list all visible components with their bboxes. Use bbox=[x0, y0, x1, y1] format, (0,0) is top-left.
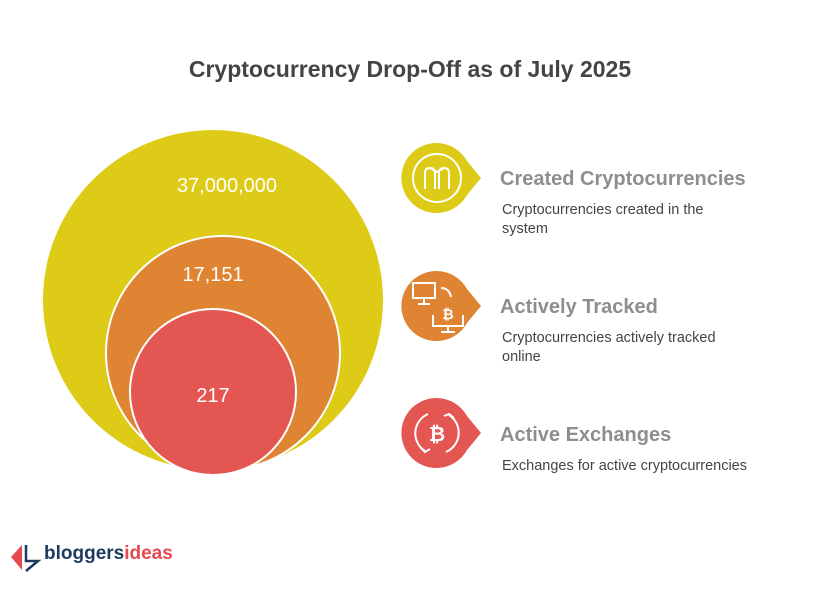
item-created: Created Cryptocurrencies Cryptocurrencie… bbox=[500, 168, 752, 239]
item-desc: Cryptocurrencies created in the system bbox=[502, 202, 704, 237]
bitcoin-exchange-icon: ₿ bbox=[401, 397, 481, 468]
logo-text-bloggers: bloggers bbox=[44, 543, 125, 564]
circle-exchanges bbox=[129, 308, 297, 476]
tracked-count: 17,151 bbox=[182, 264, 244, 286]
computer-bitcoin-transfer-icon: ₿ bbox=[401, 270, 481, 341]
exchanges-count: 217 bbox=[196, 385, 230, 407]
item-tracked: Actively Tracked Cryptocurrencies active… bbox=[500, 296, 752, 367]
item-title: Active Exchanges bbox=[500, 424, 672, 446]
svg-text:₿: ₿ bbox=[429, 422, 445, 446]
page-title: Cryptocurrency Drop-Off as of July 2025 bbox=[188, 56, 632, 82]
item-desc: Cryptocurrencies actively tracked online bbox=[502, 330, 716, 365]
created-count: 37,000,000 bbox=[176, 175, 278, 197]
svg-text:₿: ₿ bbox=[442, 307, 453, 323]
item-desc: Exchanges for active cryptocurrencies bbox=[502, 458, 747, 474]
logo-text-ideas: ideas bbox=[124, 543, 173, 564]
bloggersideas-logo-mark bbox=[11, 545, 42, 572]
item-title: Actively Tracked bbox=[500, 296, 658, 318]
maker-coin-icon bbox=[401, 142, 481, 213]
bloggersideas-logo: bloggers ideas bbox=[44, 543, 173, 565]
item-title: Created Cryptocurrencies bbox=[500, 168, 746, 190]
item-exchanges: Active Exchanges Exchanges for active cr… bbox=[500, 424, 752, 476]
